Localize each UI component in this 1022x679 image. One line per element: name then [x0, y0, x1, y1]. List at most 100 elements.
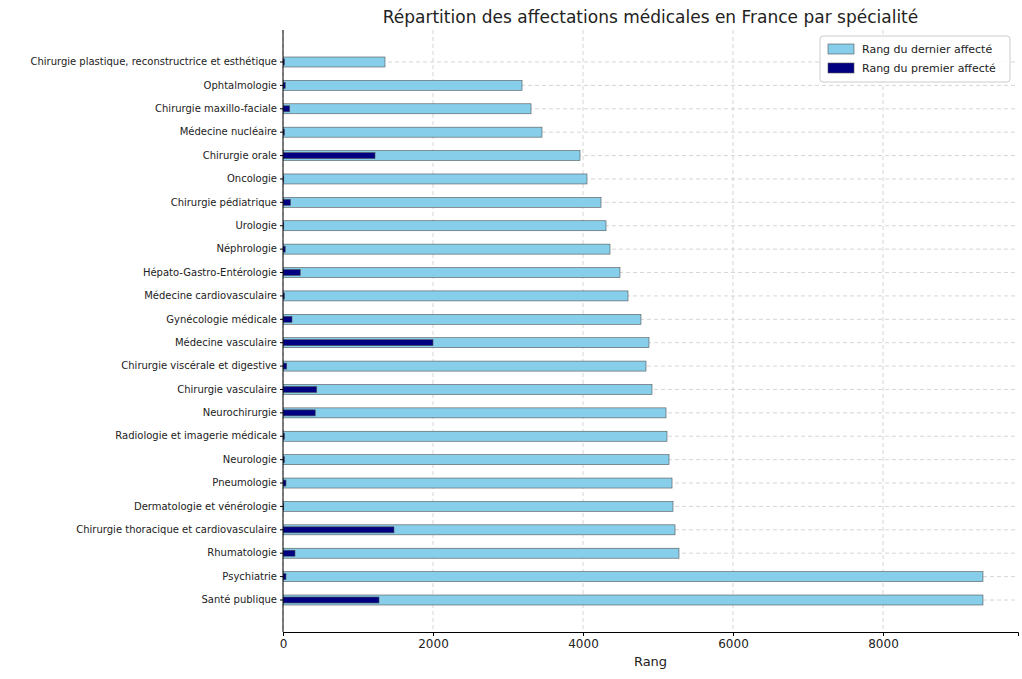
- tick: Radiologie et imagerie médicale: [115, 430, 283, 441]
- bar: [283, 408, 666, 418]
- tick: Psychiatrie: [222, 571, 283, 582]
- tick-label: Chirurgie orale: [203, 150, 277, 161]
- bar: [283, 597, 379, 603]
- tick: Néphrologie: [216, 243, 283, 254]
- tick-label: Hépato-Gastro-Entérologie: [143, 267, 277, 278]
- tick-mark: [280, 295, 283, 296]
- grid-line: [283, 30, 284, 632]
- tick-mark: [280, 272, 283, 273]
- tick-mark: [583, 632, 584, 636]
- tick-mark: [283, 632, 284, 636]
- tick-mark: [280, 62, 283, 63]
- x-axis: 0 2000 4000 6000 8000: [280, 632, 1019, 651]
- bar: [283, 338, 649, 348]
- tick-mark: [733, 632, 734, 636]
- tick-mark: [280, 412, 283, 413]
- tick-label: Médecine vasculaire: [175, 337, 277, 348]
- tick-mark: [433, 632, 434, 636]
- tick-mark: [280, 178, 283, 179]
- tick-mark: [280, 132, 283, 133]
- tick-label: Chirurgie vasculaire: [177, 384, 277, 395]
- title: Répartition des affectations médicales e…: [383, 7, 919, 27]
- bar: [283, 268, 620, 278]
- bar: [283, 291, 628, 301]
- bar: [283, 550, 295, 556]
- tick-mark: [280, 342, 283, 343]
- tick: Neurochirurgie: [203, 407, 283, 418]
- axis-title: Rang: [634, 654, 667, 669]
- tick-label: Chirurgie plastique, reconstructrice et …: [30, 56, 277, 67]
- tick-label: Pneumologie: [212, 477, 277, 488]
- tick: Gynécologie médicale: [166, 314, 283, 325]
- grid-line: [883, 30, 884, 632]
- tick-label: Chirurgie viscérale et digestive: [121, 360, 277, 371]
- tick: Urologie: [235, 220, 283, 231]
- series: [283, 59, 433, 603]
- tick-label: Urologie: [235, 220, 277, 231]
- tick-label: Psychiatrie: [222, 571, 277, 582]
- tick-mark: [280, 576, 283, 577]
- tick: Pneumologie: [212, 477, 283, 488]
- bar: [283, 363, 287, 369]
- series: [283, 57, 983, 605]
- bar: [283, 340, 433, 346]
- tick-label: 4000: [568, 637, 599, 651]
- axis-line: [283, 30, 284, 632]
- tick-mark: [280, 459, 283, 460]
- tick-label: Chirurgie maxillo-faciale: [155, 103, 277, 114]
- tick-mark: [280, 366, 283, 367]
- tick-mark: [280, 553, 283, 554]
- tick: 8000: [868, 632, 899, 651]
- bar: [283, 410, 315, 416]
- tick: Médecine vasculaire: [175, 337, 283, 348]
- tick-mark: [280, 529, 283, 530]
- tick-label: 0: [280, 637, 288, 651]
- tick-label: Chirurgie pédiatrique: [171, 197, 277, 208]
- tick-label: Médecine cardiovasculaire: [144, 290, 277, 301]
- tick: Santé publique: [202, 594, 284, 605]
- plot-area: [283, 57, 983, 605]
- tick-label: Dermatologie et vénérologie: [134, 501, 277, 512]
- grid-line: [583, 30, 584, 632]
- tick-label: Chirurgie thoracique et cardiovasculaire: [76, 524, 277, 535]
- tick: Chirurgie thoracique et cardiovasculaire: [76, 524, 283, 535]
- grid-line: [433, 30, 434, 632]
- tick: Ophtalmologie: [204, 80, 283, 91]
- tick-mark: [280, 155, 283, 156]
- tick-mark: [280, 436, 283, 437]
- tick-mark: [280, 506, 283, 507]
- bar: [283, 127, 542, 137]
- tick-label: Néphrologie: [216, 243, 277, 254]
- tick-mark: [280, 225, 283, 226]
- tick: Chirurgie orale: [203, 150, 283, 161]
- bar: [283, 595, 983, 605]
- bar: [283, 104, 531, 114]
- bar: [283, 431, 667, 441]
- tick-label: 2000: [418, 637, 449, 651]
- tick-label: Gynécologie médicale: [166, 314, 277, 325]
- tick-label: Santé publique: [202, 594, 278, 605]
- tick: Neurologie: [223, 454, 283, 465]
- bar: [283, 361, 646, 371]
- legend-swatch: [828, 44, 854, 54]
- tick-label: 8000: [868, 637, 899, 651]
- axis-line: [284, 633, 1019, 637]
- bar: [283, 386, 317, 392]
- tick-label: Radiologie et imagerie médicale: [115, 430, 277, 441]
- bar: [283, 174, 587, 184]
- legend: Rang du dernier affecté Rang du premier a…: [820, 36, 1010, 82]
- legend-label: Rang du premier affecté: [862, 62, 996, 75]
- tick: Chirurgie maxillo-faciale: [155, 103, 283, 114]
- tick: 0: [280, 632, 288, 651]
- legend-swatch: [828, 63, 854, 73]
- bar: [283, 57, 385, 67]
- bar: [283, 316, 292, 322]
- bar: [283, 151, 580, 161]
- tick: Dermatologie et vénérologie: [134, 501, 283, 512]
- tick-mark: [280, 249, 283, 250]
- tick: 6000: [718, 632, 749, 651]
- tick-mark: [280, 108, 283, 109]
- legend-label: Rang du dernier affecté: [862, 43, 992, 56]
- tick-mark: [280, 389, 283, 390]
- bar: [283, 199, 291, 205]
